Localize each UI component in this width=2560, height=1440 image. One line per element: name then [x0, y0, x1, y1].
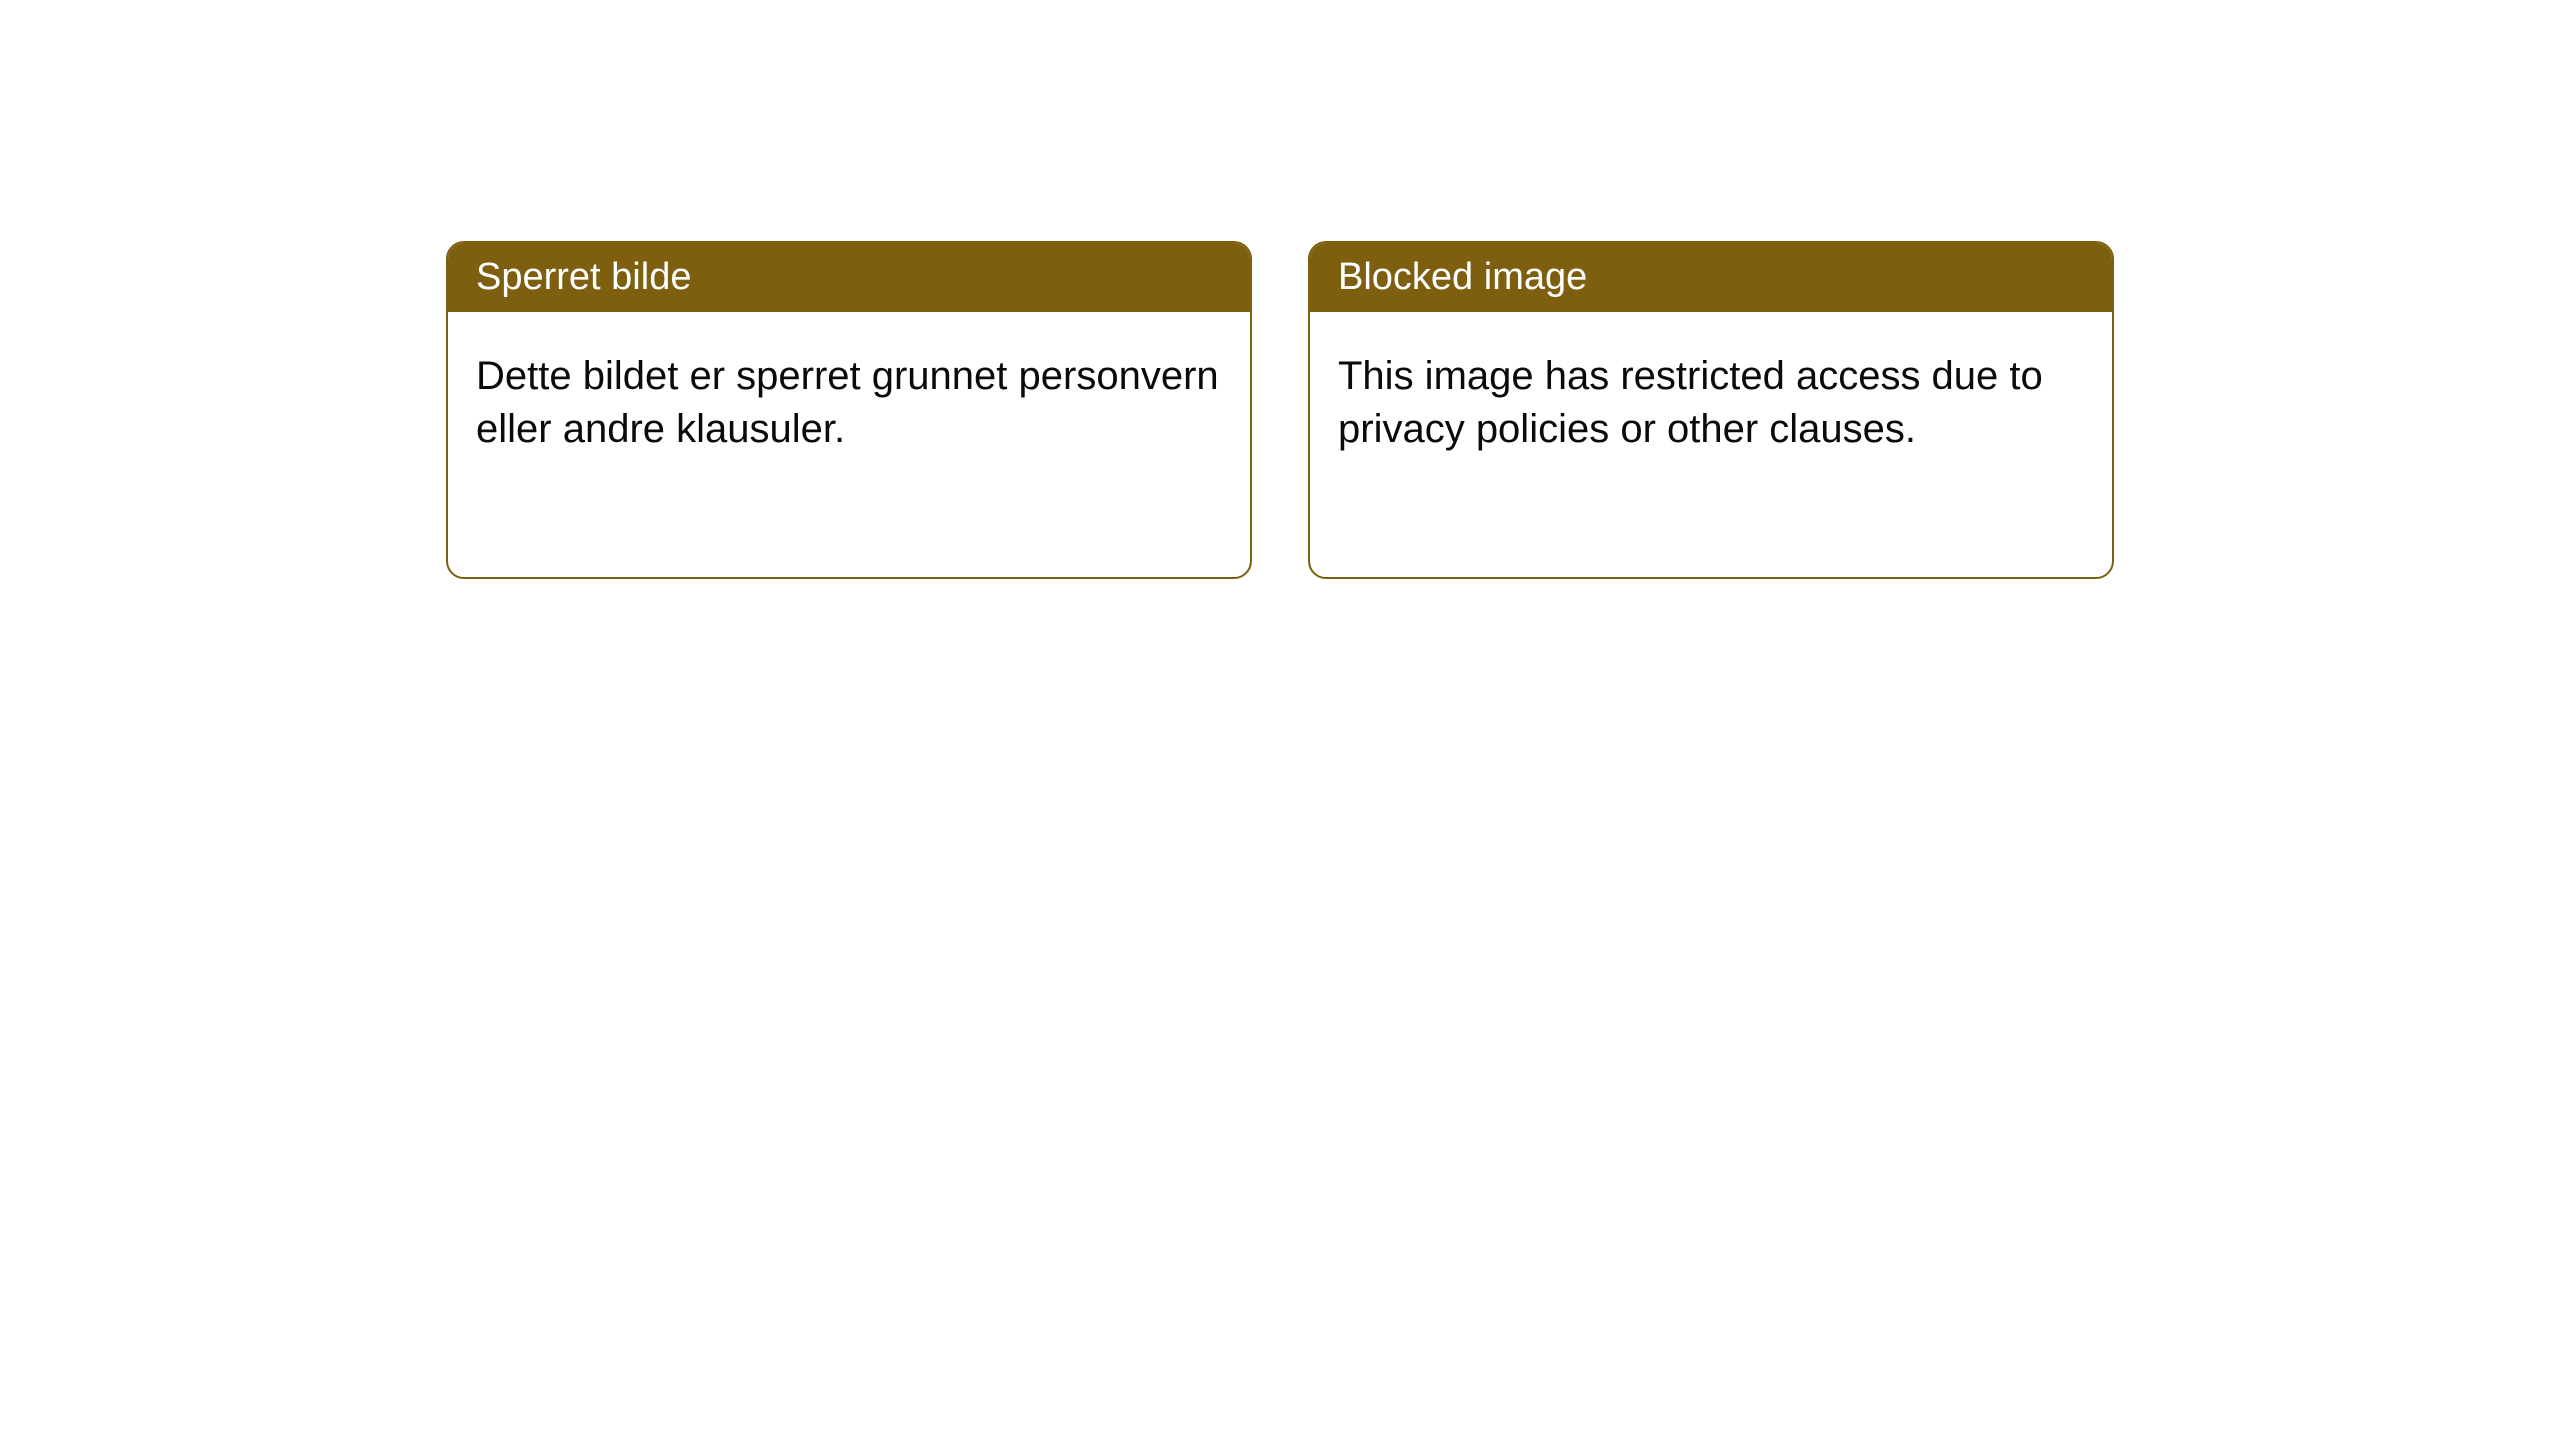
blocked-image-card-en: Blocked image This image has restricted …: [1308, 241, 2114, 579]
card-body-no: Dette bildet er sperret grunnet personve…: [448, 312, 1250, 494]
card-body-en: This image has restricted access due to …: [1310, 312, 2112, 494]
blocked-image-card-no: Sperret bilde Dette bildet er sperret gr…: [446, 241, 1252, 579]
card-header-no: Sperret bilde: [448, 243, 1250, 312]
card-header-en: Blocked image: [1310, 243, 2112, 312]
notice-container: Sperret bilde Dette bildet er sperret gr…: [446, 241, 2114, 579]
